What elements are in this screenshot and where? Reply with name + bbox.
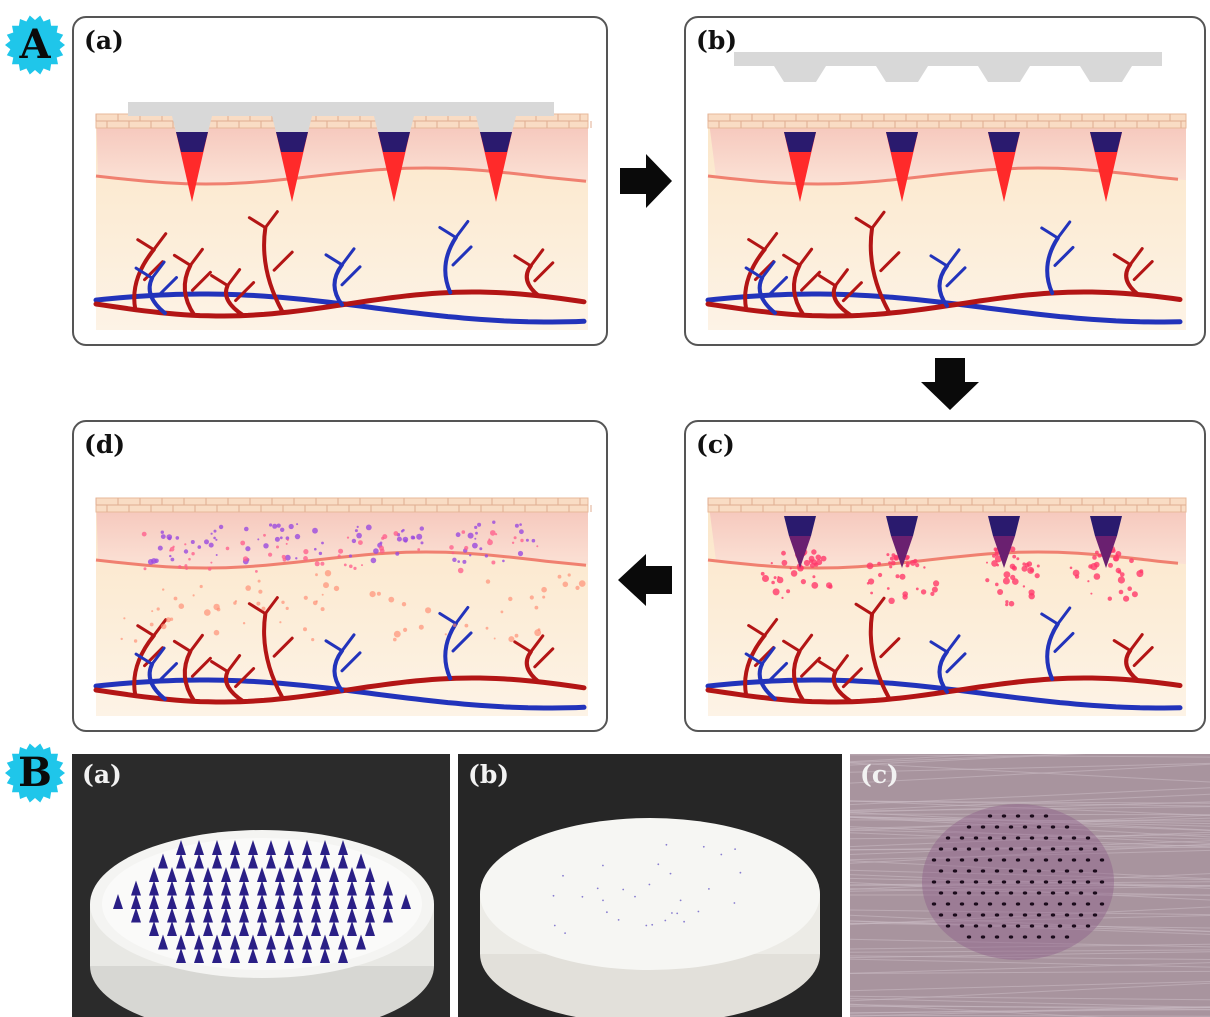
photo-microneedle-patch: (a) <box>72 754 450 1017</box>
panel-label-d: (d) <box>84 430 126 459</box>
badge-a-text: A <box>19 21 51 68</box>
photo-skin-after-application: (c) <box>850 754 1210 1017</box>
arrow-left-icon <box>618 554 672 606</box>
arrow-down-icon <box>921 358 979 410</box>
photo-label-a: (a) <box>82 760 122 789</box>
panel-label-a: (a) <box>84 26 124 55</box>
patch-with-needles-image <box>90 830 434 1017</box>
panel-c: (c) <box>684 420 1206 732</box>
arrow-right-icon <box>620 154 672 208</box>
patch-without-needles-image <box>480 818 820 1017</box>
skin-scene-c <box>705 497 1187 716</box>
photo-label-c: (c) <box>860 760 899 789</box>
photo-patch-after-use: (b) <box>458 754 842 1017</box>
skin-puncture-marks-image <box>850 754 1210 1017</box>
badge-a: A <box>4 14 66 76</box>
panel-label-c: (c) <box>696 430 735 459</box>
skin-scene-d <box>93 497 592 716</box>
photo-label-b: (b) <box>468 760 510 789</box>
panel-b: (b) <box>684 16 1206 346</box>
panel-a: (a) <box>72 16 608 346</box>
panel-label-b: (b) <box>696 26 738 55</box>
badge-b: B <box>4 742 66 804</box>
skin-scene-a <box>93 102 592 330</box>
badge-b-text: B <box>18 749 52 796</box>
skin-scene-b <box>705 52 1187 330</box>
panel-d: (d) <box>72 420 608 732</box>
